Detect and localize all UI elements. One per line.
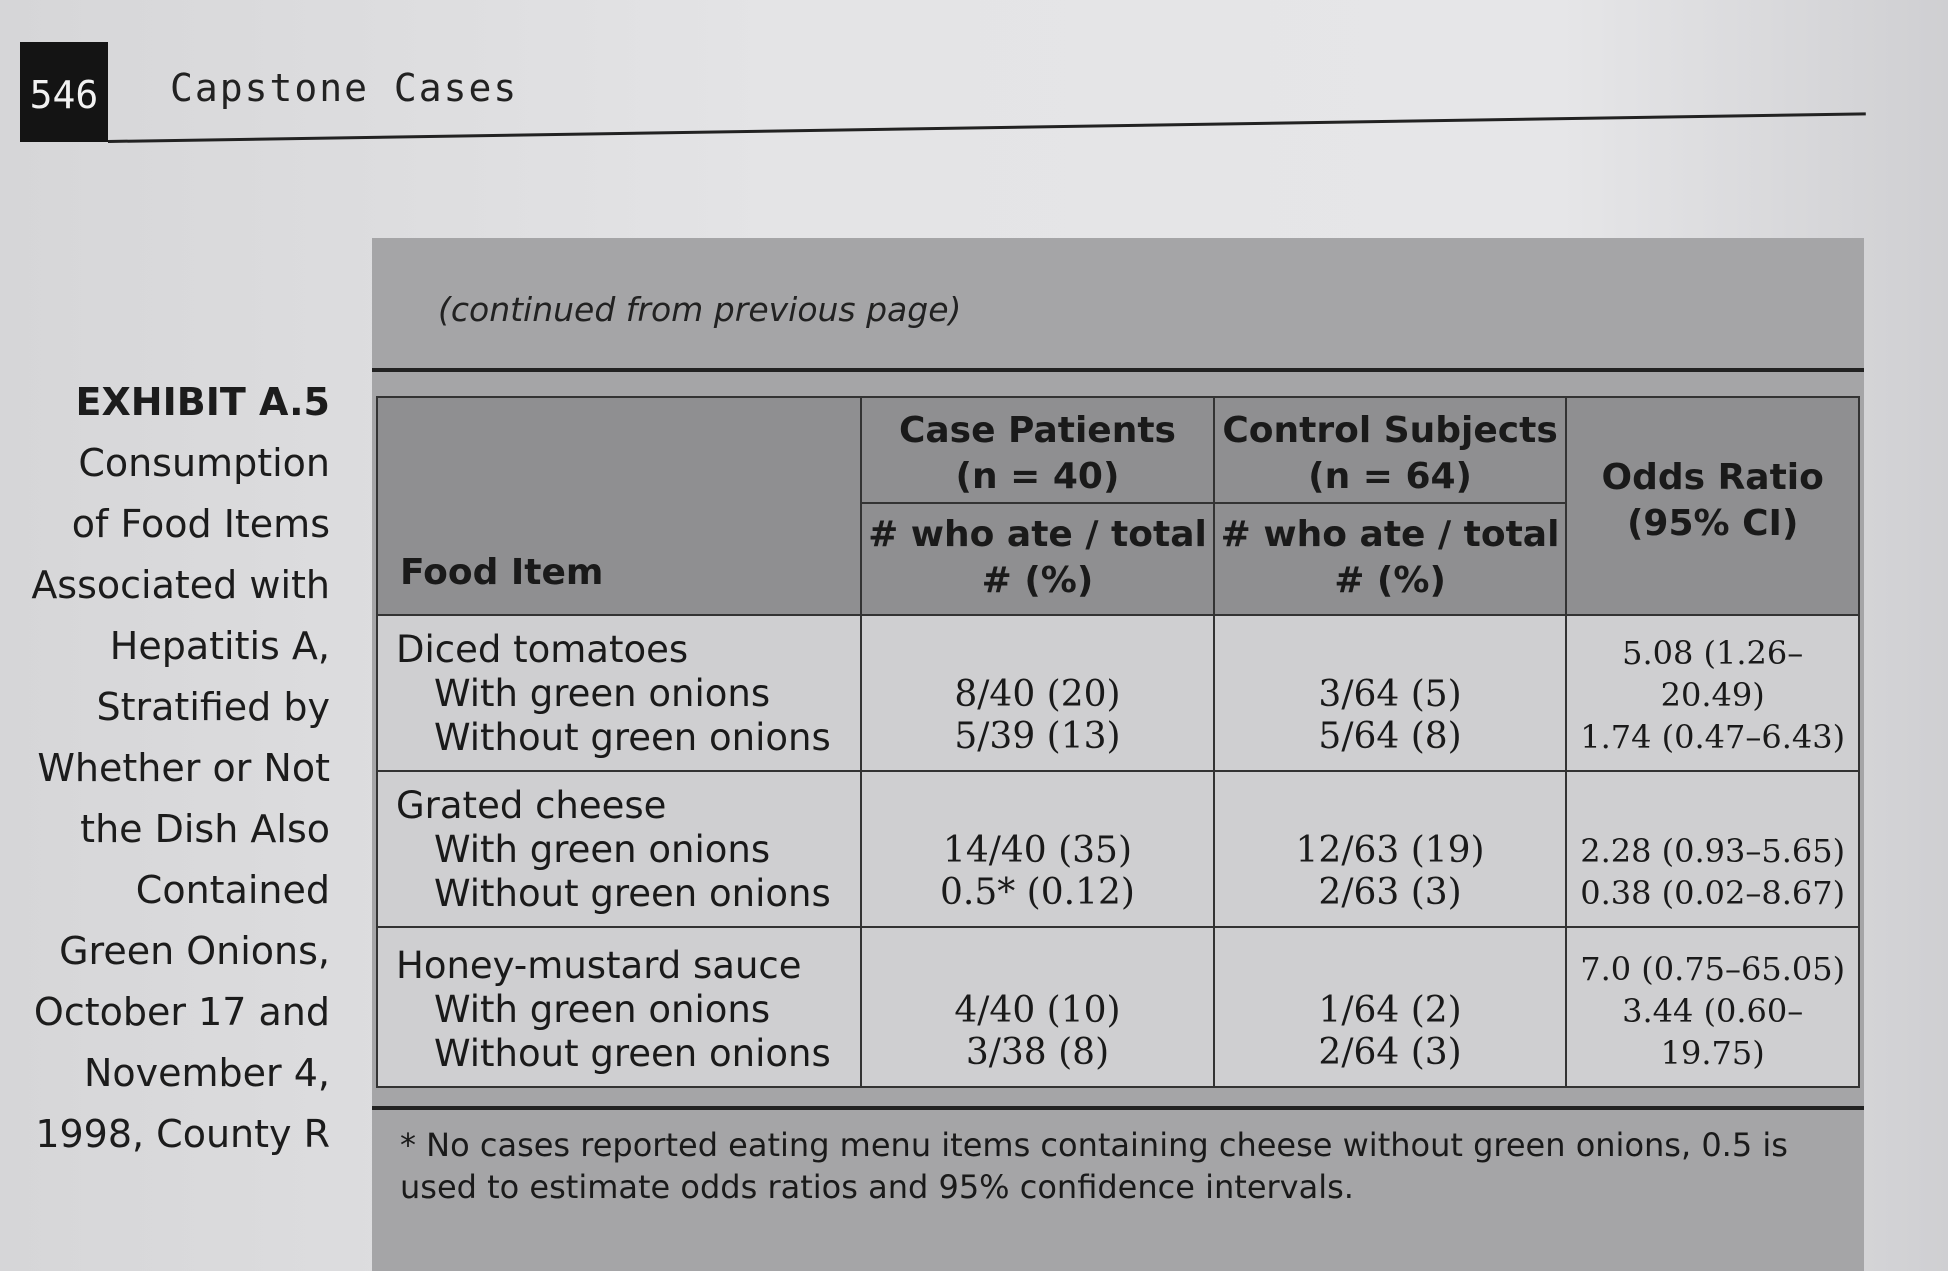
with-onions-label: With green onions <box>434 828 771 871</box>
page-number: 546 <box>20 42 108 142</box>
control-without-value: 2/63 (3) <box>1318 872 1462 913</box>
without-onions-label: Without green onions <box>434 872 831 915</box>
header-case-subcolumn: # who ate / total # (%) <box>860 502 1215 616</box>
header-control-subcolumn: # who ate / total # (%) <box>1212 502 1568 616</box>
case-without-value: 5/39 (13) <box>954 716 1121 757</box>
case-patients-label: Case Patients <box>898 410 1176 451</box>
table-top-rule <box>372 368 1864 372</box>
odds-ratio-cell: 5.08 (1.26–20.49) 1.74 (0.47–6.43) <box>1565 614 1860 772</box>
case-patients-cell: 14/40 (35) 0.5* (0.12) <box>860 770 1215 928</box>
case-patients-cell: 4/40 (10) 3/38 (8) <box>860 926 1215 1088</box>
case-patients-cell: 8/40 (20) 5/39 (13) <box>860 614 1215 772</box>
header-rule <box>107 112 1866 143</box>
control-subjects-label: Control Subjects <box>1222 410 1558 451</box>
odds-ratio-cell: 2.28 (0.93–5.65) 0.38 (0.02–8.67) <box>1565 770 1860 928</box>
exhibit-caption-text: Consumption of Food Items Associated wit… <box>31 441 330 1156</box>
without-onions-label: Without green onions <box>434 1032 831 1075</box>
control-without-value: 5/64 (8) <box>1318 716 1462 757</box>
case-without-value: 3/38 (8) <box>965 1032 1110 1073</box>
food-item-cell: Honey-mustard sauce With green onions Wi… <box>375 926 863 1088</box>
table-bottom-rule <box>372 1106 1864 1110</box>
with-onions-label: With green onions <box>434 988 771 1031</box>
food-consumption-table: Food Item Case Patients (n = 40) Control… <box>375 396 1860 1088</box>
food-name: Grated cheese <box>396 784 667 827</box>
or-with-value: 7.0 (0.75–65.05) <box>1580 950 1846 988</box>
table-row: Grated cheese With green onions Without … <box>375 770 1860 928</box>
header-case-patients: Case Patients (n = 40) <box>860 396 1215 504</box>
without-onions-label: Without green onions <box>434 716 831 759</box>
control-with-value: 12/63 (19) <box>1295 830 1485 871</box>
or-without-value: 0.38 (0.02–8.67) <box>1580 874 1846 912</box>
header-food-item: Food Item <box>375 396 863 616</box>
odds-ratio-label: Odds Ratio <box>1601 457 1824 498</box>
food-name: Diced tomatoes <box>396 628 689 671</box>
case-without-value: 0.5* (0.12) <box>939 872 1135 913</box>
header-control-subjects: Control Subjects (n = 64) <box>1212 396 1568 504</box>
case-patients-n: (n = 40) <box>955 456 1120 497</box>
or-without-value: 1.74 (0.47–6.43) <box>1580 718 1846 756</box>
food-item-cell: Grated cheese With green onions Without … <box>375 770 863 928</box>
header-odds-ratio: Odds Ratio (95% CI) <box>1565 396 1860 616</box>
or-with-value: 5.08 (1.26–20.49) <box>1622 634 1804 714</box>
odds-ratio-ci: (95% CI) <box>1626 503 1799 544</box>
continued-note: (continued from previous page) <box>438 290 962 329</box>
control-subjects-cell: 1/64 (2) 2/64 (3) <box>1212 926 1568 1088</box>
control-with-value: 1/64 (2) <box>1318 990 1462 1031</box>
case-with-value: 4/40 (10) <box>954 990 1121 1031</box>
odds-ratio-cell: 7.0 (0.75–65.05) 3.44 (0.60–19.75) <box>1565 926 1860 1088</box>
control-subjects-cell: 12/63 (19) 2/63 (3) <box>1212 770 1568 928</box>
case-with-value: 14/40 (35) <box>942 830 1133 871</box>
or-without-value: 3.44 (0.60–19.75) <box>1622 992 1804 1072</box>
table-row: Diced tomatoes With green onions Without… <box>375 614 1860 772</box>
running-title: Capstone Cases <box>170 66 519 110</box>
food-name: Honey-mustard sauce <box>396 944 802 987</box>
table-footnote: * No cases reported eating menu items co… <box>400 1126 1788 1206</box>
control-with-value: 3/64 (5) <box>1318 674 1462 715</box>
control-subjects-n: (n = 64) <box>1308 456 1472 497</box>
or-with-value: 2.28 (0.93–5.65) <box>1580 832 1846 870</box>
case-with-value: 8/40 (20) <box>954 674 1121 715</box>
food-item-cell: Diced tomatoes With green onions Without… <box>375 614 863 772</box>
table-row: Honey-mustard sauce With green onions Wi… <box>375 926 1860 1088</box>
control-subjects-cell: 3/64 (5) 5/64 (8) <box>1212 614 1568 772</box>
exhibit-label: EXHIBIT A.5 <box>75 380 330 424</box>
exhibit-caption: EXHIBIT A.5 Consumption of Food Items As… <box>30 372 330 1165</box>
with-onions-label: With green onions <box>434 672 771 715</box>
control-without-value: 2/64 (3) <box>1318 1032 1462 1073</box>
